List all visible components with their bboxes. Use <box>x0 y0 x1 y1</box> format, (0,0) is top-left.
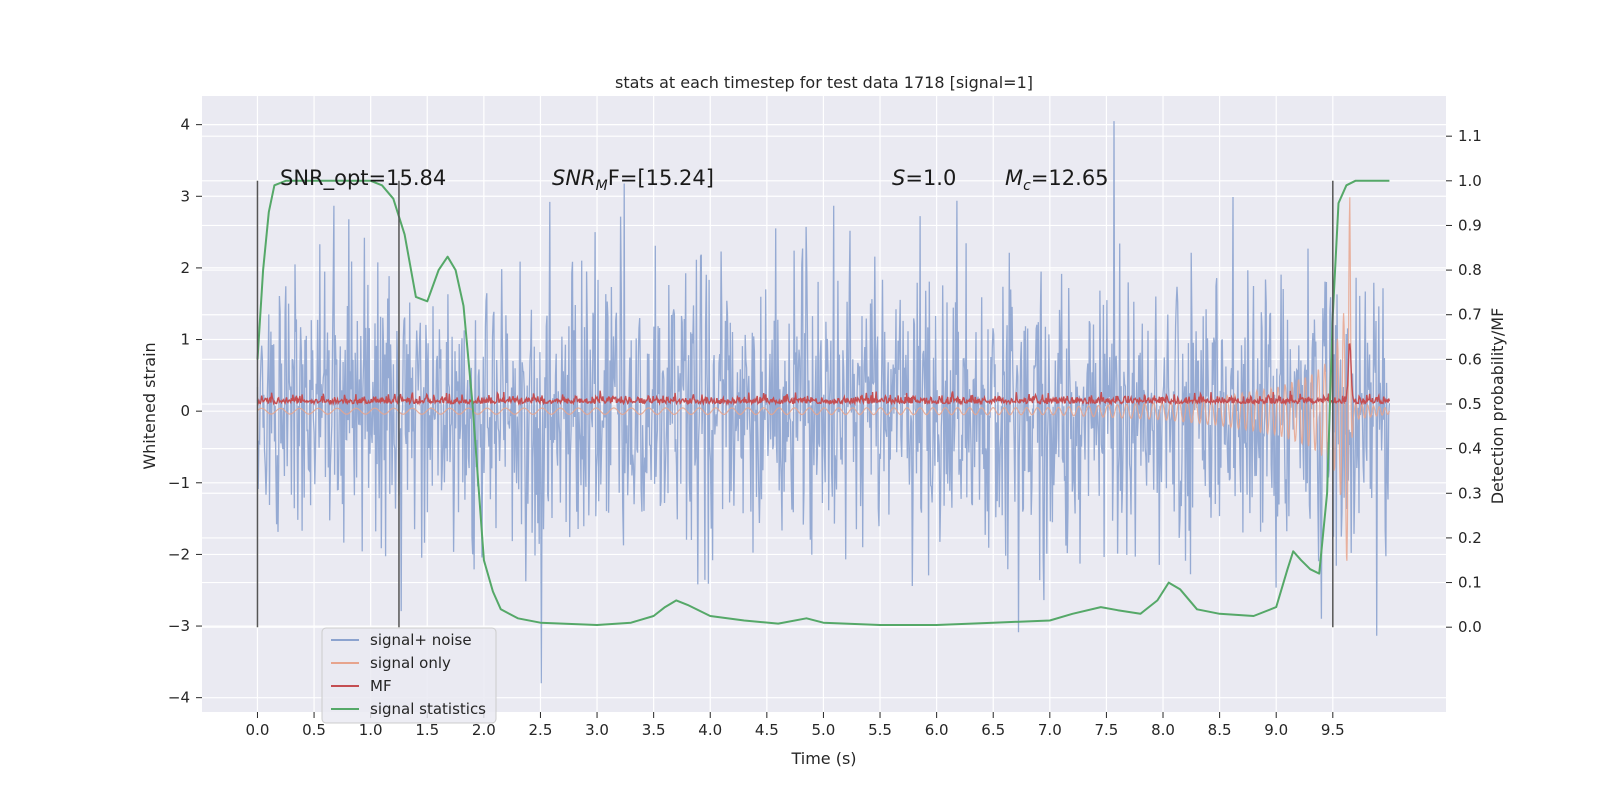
y2-tick-label: 0.0 <box>1458 618 1482 636</box>
annotation-mc-value: =12.65 <box>1031 166 1109 190</box>
annotation-snr-mf-symbol: SNR <box>552 166 596 190</box>
x-tick-label: 9.0 <box>1264 721 1288 739</box>
legend: signal+ noise signal only MF signal stat… <box>321 627 497 724</box>
y-tick-label: 2 <box>180 259 190 277</box>
x-tick-label: 6.0 <box>925 721 949 739</box>
y2-tick-label: 0.7 <box>1458 306 1482 324</box>
y-tick-label: 3 <box>180 187 190 205</box>
annotation-s-symbol: S <box>892 166 905 190</box>
legend-label-signal-only: signal only <box>370 654 451 672</box>
x-tick-label: 6.5 <box>981 721 1005 739</box>
legend-label-signal-noise: signal+ noise <box>370 631 472 649</box>
chart-title: stats at each timestep for test data 171… <box>615 73 1033 92</box>
annotation-snr-mf: SNRMF=[15.24] <box>552 166 714 194</box>
y-tick-label: 0 <box>180 402 190 420</box>
y2-tick-label: 1.1 <box>1458 127 1482 145</box>
series-signal-statistics <box>256 179 1390 626</box>
y-tick-label: 4 <box>180 116 190 134</box>
y-tick-label: −3 <box>168 617 190 635</box>
x-tick-label: 5.5 <box>868 721 892 739</box>
y2-tick-label: 0.6 <box>1458 350 1482 368</box>
y2-tick-label: 0.4 <box>1458 440 1482 458</box>
x-tick-label: 8.0 <box>1151 721 1175 739</box>
annotation-s-value: =1.0 <box>905 166 956 190</box>
annotation-s: S=1.0 <box>892 166 956 190</box>
x-axis-label: Time (s) <box>790 749 856 768</box>
x-tick-label: 7.5 <box>1094 721 1118 739</box>
x-tick-label: 2.5 <box>529 721 553 739</box>
x-tick-label: 9.5 <box>1321 721 1345 739</box>
legend-label-signal-statistics: signal statistics <box>370 700 486 718</box>
x-tick-label: 4.5 <box>755 721 779 739</box>
annotation-mc-subscript: c <box>1023 178 1031 194</box>
y-axis-label: Whitened strain <box>140 342 159 469</box>
y-tick-label: −2 <box>168 545 190 563</box>
series-mf <box>256 343 1391 407</box>
annotation-snr-opt: SNR_opt=15.84 <box>280 166 446 191</box>
y-tick-label: −4 <box>168 689 190 707</box>
x-tick-label: 8.5 <box>1208 721 1232 739</box>
annotation-mc: Mc=12.65 <box>1005 166 1109 194</box>
legend-frame <box>321 627 497 724</box>
x-tick-label: 0.5 <box>302 721 326 739</box>
x-tick-label: 4.0 <box>698 721 722 739</box>
y2-tick-label: 0.1 <box>1458 574 1482 592</box>
annotations: SNR_opt=15.84 SNRMF=[15.24] S=1.0 Mc=12.… <box>280 166 1109 194</box>
y2-tick-label: 0.3 <box>1458 484 1482 502</box>
annotation-snr-mf-subscript: M <box>596 178 608 194</box>
annotation-mc-symbol: M <box>1005 166 1023 190</box>
x-tick-label: 2.0 <box>472 721 496 739</box>
legend-label-mf: MF <box>370 677 392 695</box>
x-tick-label: 7.0 <box>1038 721 1062 739</box>
axes: 0.0 0.5 1.0 1.5 2.0 2.5 3.0 3.5 4.0 4.5 5.0 5.5 6.0 6… <box>168 116 1482 739</box>
y2-tick-label: 0.5 <box>1458 395 1482 413</box>
y2-axis-label: Detection probability/MF <box>1488 308 1507 505</box>
x-tick-label: 1.0 <box>359 721 383 739</box>
series-signal-only <box>257 197 1390 561</box>
y-tick-label: −1 <box>168 474 190 492</box>
y-tick-label: 1 <box>180 331 190 349</box>
y2-tick-label: 0.9 <box>1458 216 1482 234</box>
vertical-markers <box>256 180 1334 628</box>
x-tick-label: 0.0 <box>246 721 270 739</box>
x-tick-label: 3.5 <box>642 721 666 739</box>
x-tick-label: 3.0 <box>585 721 609 739</box>
x-tick-label: 1.5 <box>415 721 439 739</box>
y2-tick-label: 1.0 <box>1458 172 1482 190</box>
data-layer <box>256 121 1391 684</box>
y2-tick-label: 0.8 <box>1458 261 1482 279</box>
x-tick-label: 5.0 <box>812 721 836 739</box>
annotation-snr-mf-value: F=[15.24] <box>608 166 714 190</box>
y2-tick-label: 0.2 <box>1458 529 1482 547</box>
